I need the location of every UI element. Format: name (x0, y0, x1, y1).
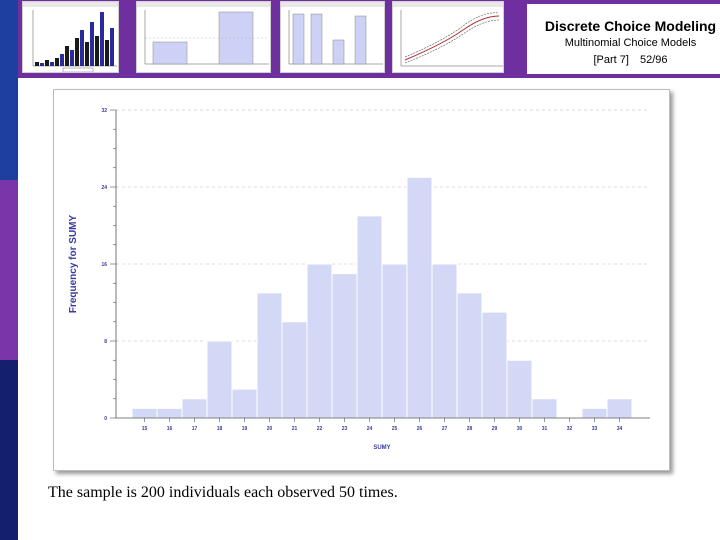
x-tick-label-26: 26 (417, 426, 423, 432)
y-tick-label-24: 24 (101, 185, 107, 191)
x-tick-label-31: 31 (542, 426, 548, 432)
slide-part-line: [Part 7] 52/96 (527, 54, 720, 66)
x-tick-label-21: 21 (292, 426, 298, 432)
bar-22 (306, 263, 333, 419)
slide-caption: The sample is 200 individuals each obser… (48, 484, 398, 501)
x-tick-label-20: 20 (267, 426, 273, 432)
x-tick-label-30: 30 (517, 426, 523, 432)
slide-title-box: Discrete Choice Modeling Multinomial Cho… (525, 2, 720, 76)
x-tick-label-18: 18 (217, 426, 223, 432)
bar-25 (381, 263, 408, 419)
axes-layer (110, 109, 650, 422)
bar-30 (506, 359, 533, 419)
x-tick-label-23: 23 (342, 426, 348, 432)
bar-24 (356, 215, 383, 419)
x-tick-label-28: 28 (467, 426, 473, 432)
bar-18 (206, 340, 233, 419)
x-tick-label-27: 27 (442, 426, 448, 432)
bar-27 (431, 263, 458, 419)
stripe-segment-middle (0, 180, 18, 360)
bar-17 (181, 398, 208, 419)
slide-subtitle: Multinomial Choice Models (564, 37, 697, 49)
x-tick-label-15: 15 (142, 426, 148, 432)
x-tick-label-22: 22 (317, 426, 323, 432)
thumbnail-histogram-chart (22, 1, 119, 73)
labels-layer: 0 8 16 24 32 15 16 17 18 19 20 21 22 23 24 25 26 27 28 29 30… (101, 108, 622, 432)
y-tick-label-16: 16 (101, 262, 107, 268)
bar-16 (156, 407, 183, 419)
x-tick-label-34: 34 (617, 426, 623, 432)
stripe-segment-bottom (0, 360, 18, 540)
x-tick-label-16: 16 (167, 426, 173, 432)
y-tick-label-0: 0 (104, 416, 107, 422)
x-tick-label-24: 24 (367, 426, 373, 432)
y-axis-label: Frequency for SUMY (68, 215, 79, 314)
bar-33 (581, 407, 608, 419)
thumbnail-bar-chart-2 (280, 1, 385, 73)
histogram-chart-frame: 0 8 16 24 32 15 16 17 18 19 20 21 22 23 24 25 26 27 28 29 30… (53, 89, 670, 471)
thumbnail-line-chart (392, 1, 504, 73)
x-tick-label-32: 32 (567, 426, 573, 432)
bar-34 (606, 398, 633, 419)
bar-19 (231, 388, 258, 419)
bar-26 (406, 176, 433, 419)
x-tick-label-19: 19 (242, 426, 248, 432)
left-decorative-stripe (0, 0, 18, 540)
thumbnail-bar-chart-1 (136, 1, 271, 73)
thumbnail-bar-graphic-2 (281, 2, 384, 65)
thumbnail-bar-graphic-1 (137, 2, 270, 65)
bar-31 (531, 398, 558, 419)
slide-page-number: 52/96 (640, 54, 668, 66)
x-tick-label-17: 17 (192, 426, 198, 432)
x-axis-label: SUMY (373, 445, 390, 451)
x-tick-label-25: 25 (392, 426, 398, 432)
bars-layer (131, 176, 633, 419)
bar-28 (456, 292, 483, 419)
slide-part-label: [Part 7] (593, 54, 629, 66)
y-tick-label-32: 32 (101, 108, 107, 114)
thumbnail-line-graphic (393, 2, 503, 67)
slide-title: Discrete Choice Modeling (544, 18, 717, 34)
bar-23 (331, 273, 358, 419)
bar-21 (281, 321, 308, 419)
x-tick-label-33: 33 (592, 426, 598, 432)
bar-29 (481, 311, 508, 419)
top-banner: Discrete Choice Modeling Multinomial Cho… (18, 0, 720, 78)
bar-15 (131, 407, 158, 419)
bar-20 (256, 292, 283, 419)
x-tick-label-29: 29 (492, 426, 498, 432)
thumbnail-histogram-graphic (23, 2, 118, 72)
y-tick-label-8: 8 (104, 339, 107, 345)
stripe-segment-top (0, 0, 18, 180)
histogram-chart: 0 8 16 24 32 15 16 17 18 19 20 21 22 23 24 25 26 27 28 29 30… (68, 108, 650, 451)
